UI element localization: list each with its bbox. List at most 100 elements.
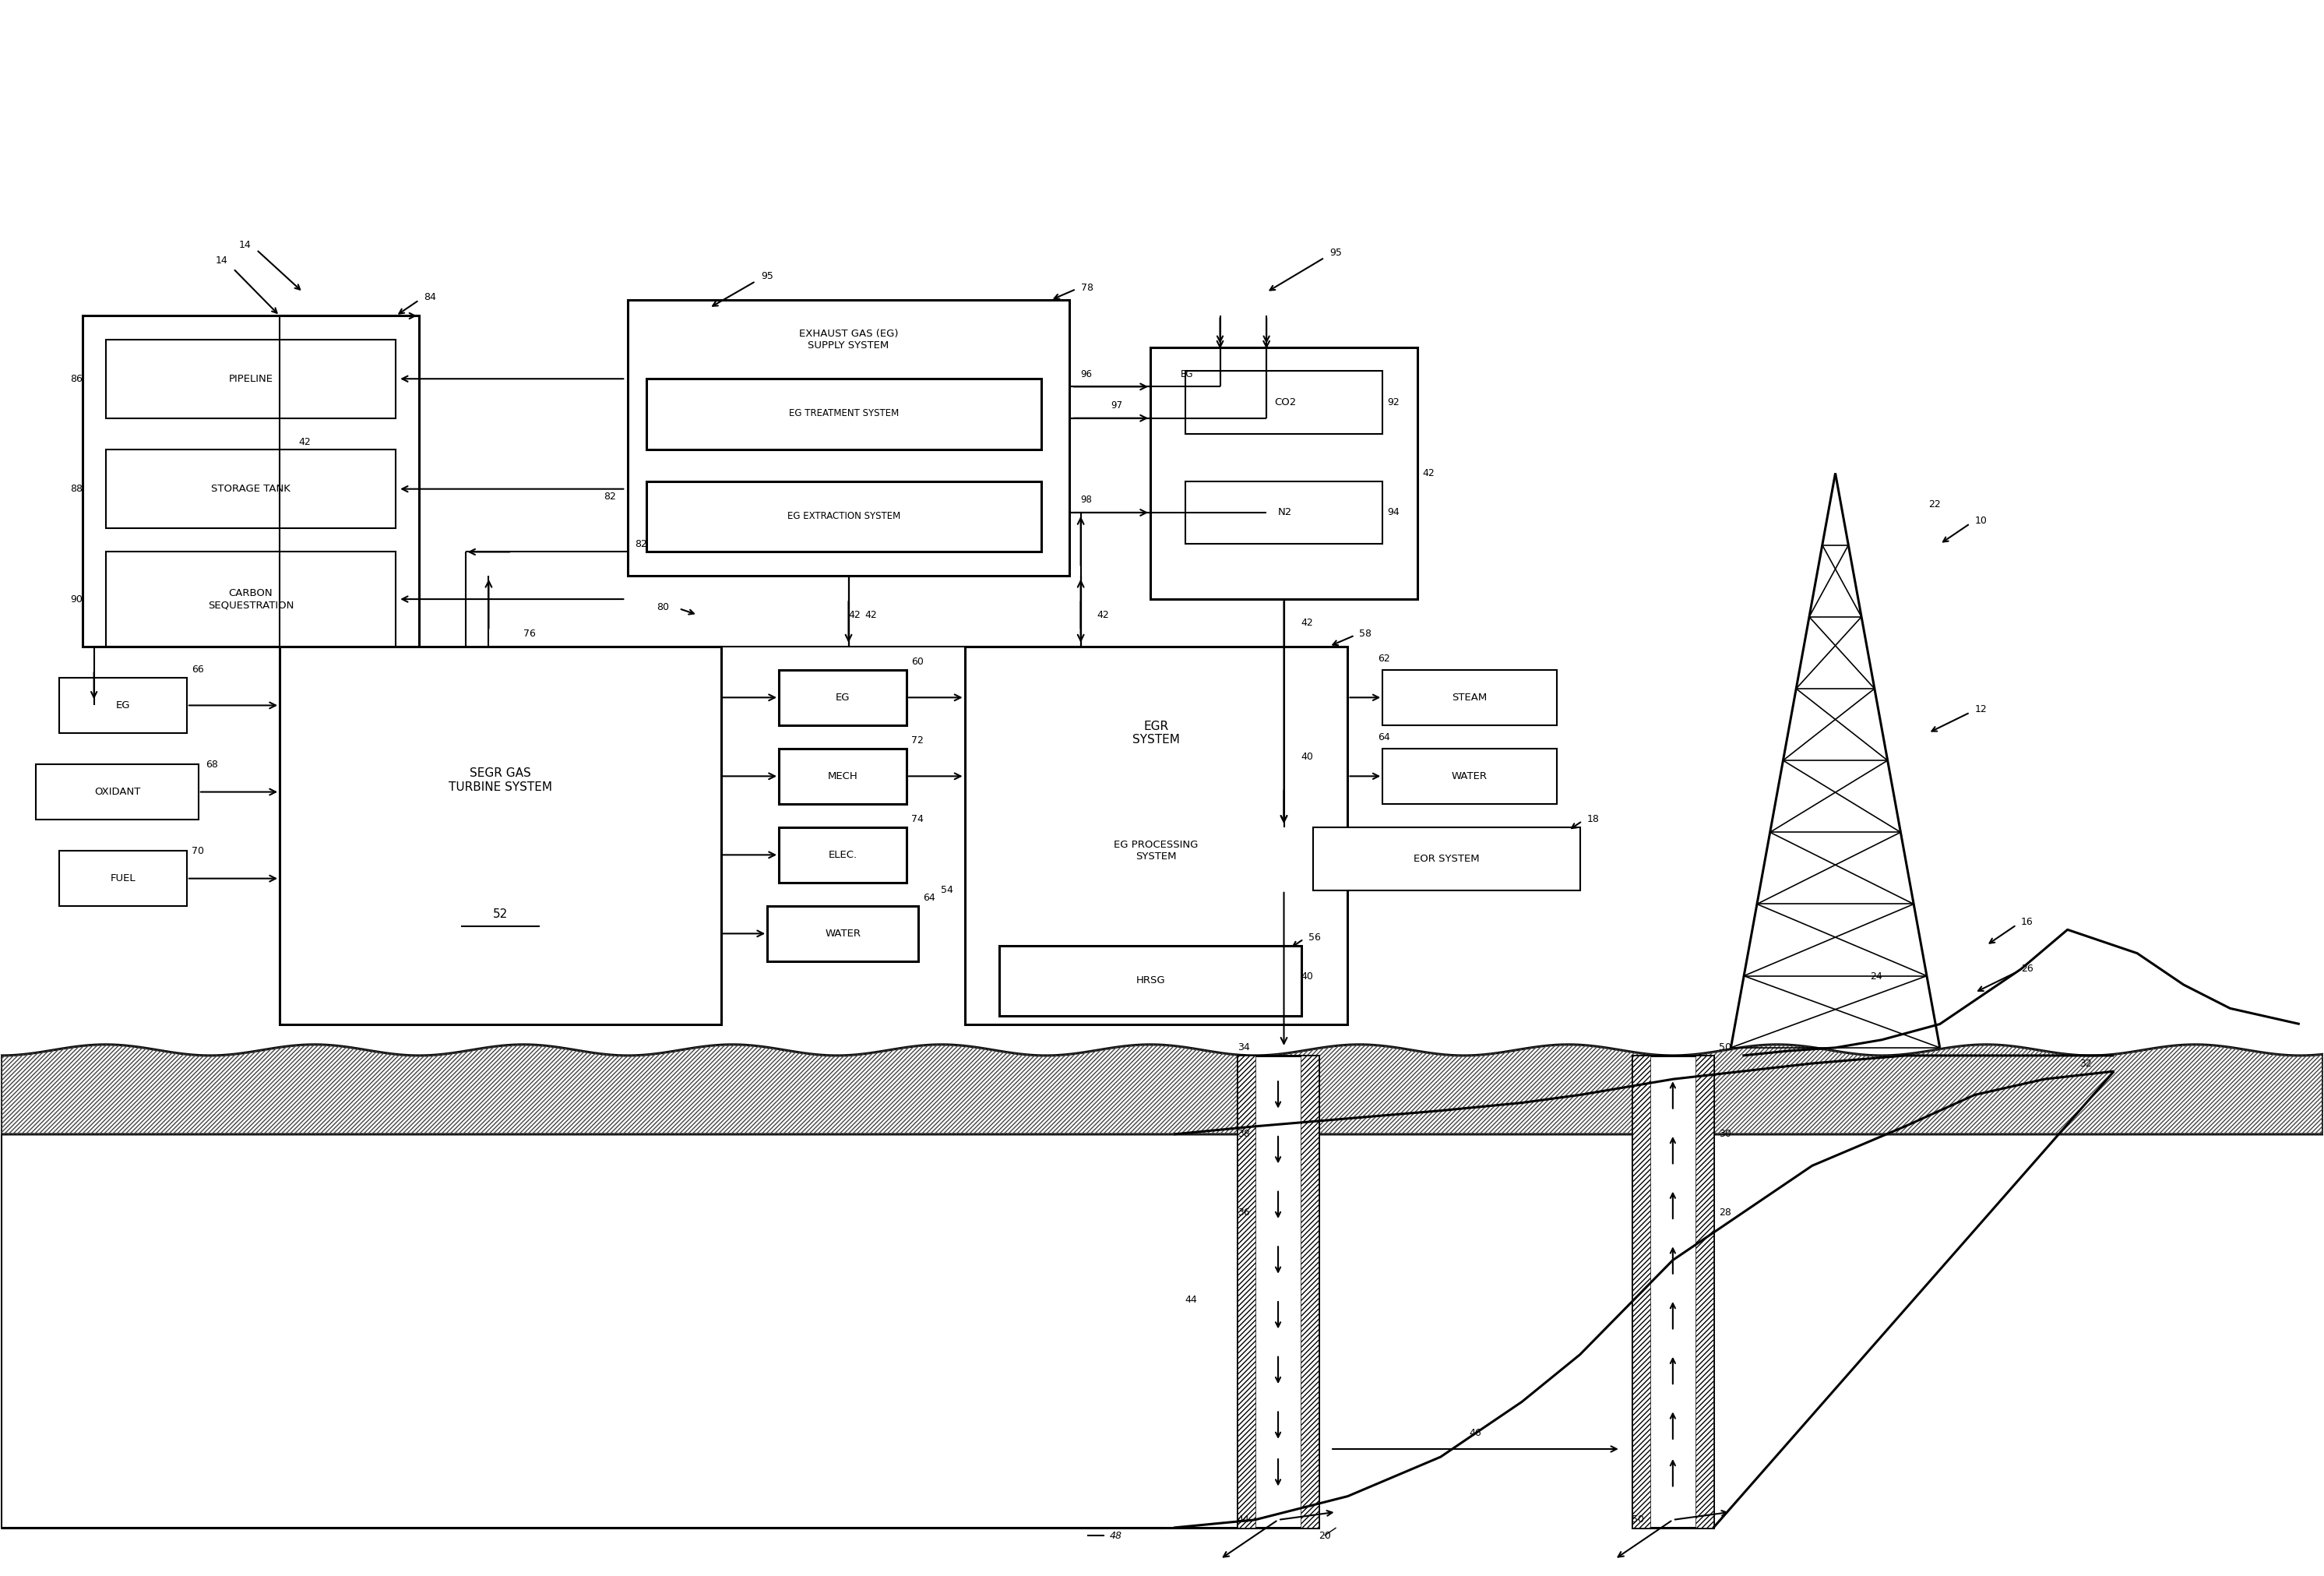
Text: 78: 78 <box>1081 282 1092 293</box>
Text: 36: 36 <box>1239 1207 1250 1218</box>
Bar <box>1236 1056 1318 1527</box>
Text: 70: 70 <box>191 846 205 856</box>
Text: 48: 48 <box>1109 1530 1122 1541</box>
Bar <box>35 764 198 820</box>
Text: 72: 72 <box>911 736 923 745</box>
Text: WATER: WATER <box>825 928 860 939</box>
Text: HRSG: HRSG <box>1136 976 1164 987</box>
Text: 42: 42 <box>848 610 860 619</box>
Bar <box>646 481 1041 552</box>
Text: 74: 74 <box>911 815 923 824</box>
Text: 38: 38 <box>1239 1128 1250 1139</box>
Text: 32: 32 <box>2080 1059 2092 1069</box>
Text: 46: 46 <box>1469 1428 1483 1439</box>
Bar <box>58 851 186 906</box>
Text: MECH: MECH <box>827 771 858 782</box>
Text: EG EXTRACTION SYSTEM: EG EXTRACTION SYSTEM <box>788 511 899 520</box>
Bar <box>105 449 395 528</box>
Text: 95: 95 <box>760 271 774 282</box>
Text: 20: 20 <box>1318 1530 1332 1541</box>
Text: 14: 14 <box>239 240 251 251</box>
Polygon shape <box>0 1045 2324 1135</box>
Text: 42: 42 <box>1301 618 1313 627</box>
Bar <box>767 906 918 961</box>
Bar <box>105 339 395 418</box>
Text: 94: 94 <box>1387 507 1399 517</box>
Text: EG PROCESSING
SYSTEM: EG PROCESSING SYSTEM <box>1113 840 1199 862</box>
Text: 28: 28 <box>1720 1207 1731 1218</box>
Bar <box>1631 1056 1650 1527</box>
Text: 54: 54 <box>941 886 953 895</box>
Bar <box>81 315 418 646</box>
Bar <box>1697 1056 1713 1527</box>
Text: 34: 34 <box>1239 1043 1250 1053</box>
Text: EOR SYSTEM: EOR SYSTEM <box>1413 854 1480 864</box>
Text: ELEC.: ELEC. <box>827 849 858 860</box>
Text: 84: 84 <box>423 292 437 303</box>
Bar <box>1236 1056 1255 1527</box>
Text: 90: 90 <box>70 594 81 604</box>
Text: N2: N2 <box>1278 507 1292 517</box>
Bar <box>279 646 720 1024</box>
Text: 86: 86 <box>70 374 81 385</box>
Text: OXIDANT: OXIDANT <box>93 786 139 797</box>
Bar <box>779 827 906 883</box>
Text: 52: 52 <box>493 908 507 920</box>
Text: 40: 40 <box>1301 972 1313 982</box>
Text: 68: 68 <box>205 760 218 769</box>
Bar <box>1313 827 1580 890</box>
Text: 44: 44 <box>1236 1515 1250 1526</box>
Text: 76: 76 <box>523 629 537 638</box>
Text: 62: 62 <box>1378 654 1390 663</box>
Bar <box>58 678 186 733</box>
Text: 80: 80 <box>658 602 669 611</box>
Bar <box>964 646 1348 1024</box>
Text: EGR
SYSTEM: EGR SYSTEM <box>1132 720 1181 745</box>
Text: 30: 30 <box>1720 1128 1731 1139</box>
Bar <box>646 378 1041 449</box>
Bar <box>779 749 906 804</box>
Text: STEAM: STEAM <box>1452 692 1487 703</box>
Text: 88: 88 <box>70 484 81 493</box>
Bar <box>1631 1056 1713 1527</box>
Text: 64: 64 <box>923 894 934 903</box>
Text: 50: 50 <box>1720 1043 1731 1053</box>
Text: 14: 14 <box>216 255 228 266</box>
Text: 24: 24 <box>1871 972 1882 982</box>
Text: 16: 16 <box>2022 917 2034 927</box>
Text: FUEL: FUEL <box>109 873 135 884</box>
Text: 40: 40 <box>1301 752 1313 761</box>
Text: CARBON
SEQUESTRATION: CARBON SEQUESTRATION <box>207 588 293 610</box>
Text: 26: 26 <box>2022 965 2034 974</box>
Text: 22: 22 <box>1929 500 1941 509</box>
Text: EG TREATMENT SYSTEM: EG TREATMENT SYSTEM <box>788 408 899 419</box>
Text: STORAGE TANK: STORAGE TANK <box>211 484 290 493</box>
Text: EXHAUST GAS (EG)
SUPPLY SYSTEM: EXHAUST GAS (EG) SUPPLY SYSTEM <box>799 328 897 350</box>
Text: 42: 42 <box>1422 468 1434 478</box>
Bar <box>105 552 395 646</box>
Text: 18: 18 <box>1587 815 1599 824</box>
Text: 58: 58 <box>1360 629 1371 638</box>
Text: 97: 97 <box>1111 400 1122 411</box>
Bar <box>999 946 1301 1017</box>
Text: 10: 10 <box>1975 515 1987 525</box>
Text: 66: 66 <box>191 665 205 675</box>
Text: 42: 42 <box>1097 610 1109 619</box>
Text: 60: 60 <box>911 657 923 667</box>
Text: PIPELINE: PIPELINE <box>228 374 272 385</box>
Bar <box>1185 370 1383 433</box>
Text: 42: 42 <box>865 610 876 619</box>
Text: 95: 95 <box>1329 247 1343 258</box>
Text: SEGR GAS
TURBINE SYSTEM: SEGR GAS TURBINE SYSTEM <box>449 768 553 793</box>
Bar <box>1185 481 1383 544</box>
Bar <box>779 670 906 725</box>
Bar <box>1150 347 1418 599</box>
Text: 82: 82 <box>634 539 648 548</box>
Text: WATER: WATER <box>1452 771 1487 782</box>
Text: 56: 56 <box>1308 933 1320 942</box>
Bar <box>1383 670 1557 725</box>
Text: 42: 42 <box>297 437 311 448</box>
Text: 92: 92 <box>1387 397 1399 408</box>
Text: 50: 50 <box>1631 1515 1643 1526</box>
Text: EG: EG <box>837 692 851 703</box>
